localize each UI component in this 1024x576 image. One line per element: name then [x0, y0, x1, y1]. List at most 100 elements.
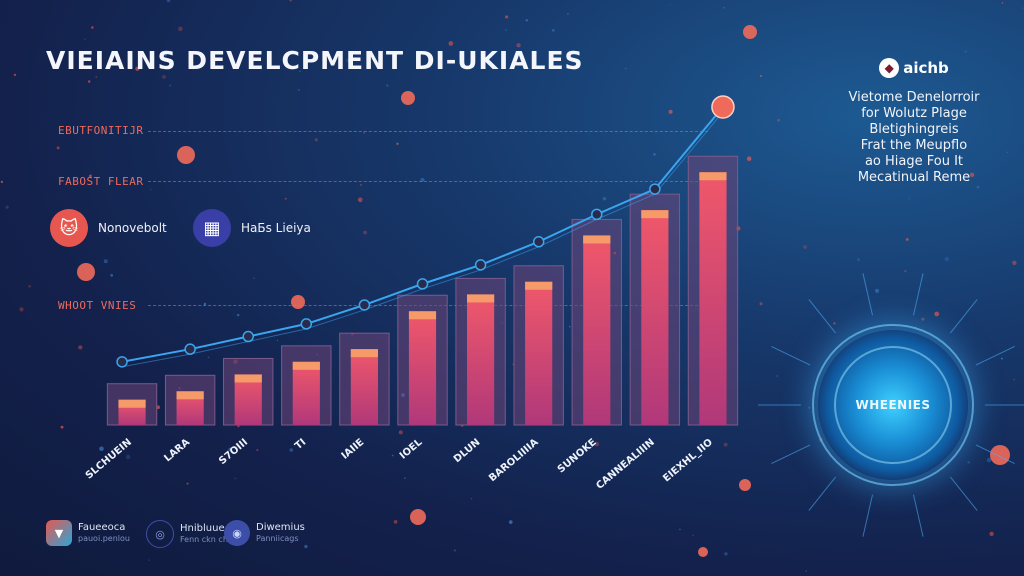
- x-tick-label: IAIIE: [340, 437, 367, 462]
- particle: [166, 0, 171, 3]
- reference-line-2: [148, 181, 708, 182]
- legend-item-nonovebolt[interactable]: 🐱 Nonovebolt: [50, 209, 167, 247]
- particle: [396, 142, 399, 145]
- particle: [19, 307, 24, 312]
- particle: [360, 183, 363, 186]
- x-tick-label: TI: [293, 437, 308, 452]
- particle: [776, 375, 778, 377]
- particle: [448, 41, 454, 46]
- particle: [178, 26, 183, 32]
- trend-point[interactable]: [474, 259, 487, 271]
- orb-ray: [912, 494, 924, 537]
- particle: [60, 425, 64, 429]
- particle: [289, 448, 294, 452]
- trend-point[interactable]: [532, 236, 545, 248]
- particle: [289, 0, 293, 2]
- particle: [594, 441, 600, 447]
- particle: [624, 67, 627, 70]
- particle: [894, 95, 896, 97]
- bar[interactable]: [467, 294, 495, 425]
- legend-label: HaБs Lieiya: [241, 221, 311, 235]
- particle: [13, 73, 17, 77]
- badge-logo-icon: ◎: [146, 520, 174, 548]
- orb-ray: [949, 299, 978, 334]
- trend-point[interactable]: [649, 183, 661, 195]
- particle: [314, 138, 318, 142]
- bar[interactable]: [525, 281, 553, 425]
- trend-point[interactable]: [416, 278, 429, 290]
- particle: [207, 356, 210, 359]
- particle: [398, 430, 403, 435]
- particle: [125, 454, 131, 460]
- bar[interactable]: [699, 172, 727, 425]
- particle: [1001, 2, 1004, 4]
- footer-name: Diwemius: [256, 522, 305, 533]
- orb-ray: [771, 444, 811, 465]
- bar[interactable]: [234, 374, 262, 425]
- particle: [857, 258, 860, 262]
- particle: [905, 237, 909, 241]
- particle: [566, 12, 570, 16]
- glowing-orb[interactable]: WHEENIES: [812, 324, 974, 486]
- particle: [304, 544, 308, 549]
- footer-logo-3[interactable]: ◉ Diwemius Panniicags: [224, 520, 305, 546]
- particle: [904, 270, 907, 273]
- footer-logo-1[interactable]: ▼ Faueeoca pauoi.penlou: [46, 520, 130, 546]
- footer-name: Faueeoca: [78, 522, 126, 533]
- bar[interactable]: [408, 311, 437, 425]
- particle: [99, 446, 104, 451]
- bar[interactable]: [350, 349, 378, 425]
- bar-cap: [176, 391, 204, 400]
- x-tick-label: SUNOKE: [556, 437, 599, 476]
- bar[interactable]: [292, 361, 320, 425]
- x-tick-label: S7OIII: [217, 437, 250, 467]
- trend-point[interactable]: [116, 356, 128, 368]
- particle: [386, 84, 389, 87]
- trend-point[interactable]: [300, 318, 313, 330]
- particle: [284, 197, 287, 200]
- trend-point[interactable]: [711, 95, 735, 119]
- particle: [967, 460, 971, 464]
- footer-logo-2[interactable]: ◎ Hnibluue Fenn ckn chl: [146, 520, 230, 548]
- particle: [110, 274, 114, 277]
- particle: [723, 6, 726, 9]
- glow-dot: [77, 263, 95, 281]
- particle: [1006, 151, 1008, 154]
- particle: [498, 263, 500, 265]
- bar-cap: [408, 311, 437, 320]
- description-line: Bletighingreis: [869, 122, 959, 137]
- trend-point[interactable]: [358, 299, 371, 311]
- particle: [255, 230, 259, 234]
- bar[interactable]: [583, 235, 611, 425]
- particle: [78, 345, 83, 350]
- brand-name: aichb: [903, 59, 949, 77]
- footer-name: Hnibluue: [180, 523, 225, 534]
- particle: [551, 28, 555, 32]
- particle: [91, 26, 94, 29]
- trend-point[interactable]: [591, 208, 603, 221]
- bar-cap: [525, 281, 553, 290]
- legend-item-habs-lieiya[interactable]: ▦ HaБs Lieiya: [193, 209, 311, 247]
- x-tick-label: LARA: [162, 437, 192, 465]
- particle: [976, 185, 980, 189]
- particle: [921, 317, 925, 321]
- particle: [941, 95, 944, 98]
- particle: [5, 205, 9, 209]
- orb-ray: [862, 494, 874, 537]
- glow-dot: [990, 445, 1010, 465]
- particle: [1012, 260, 1017, 265]
- orb-ray: [975, 444, 1015, 465]
- brand[interactable]: ◆ aichb: [826, 58, 1002, 78]
- particle: [236, 313, 240, 317]
- particle: [427, 64, 431, 68]
- trend-point[interactable]: [242, 330, 254, 343]
- bar[interactable]: [641, 210, 669, 425]
- trend-point[interactable]: [184, 343, 196, 355]
- description-line: Vietome Denelorroir: [848, 90, 980, 105]
- x-tick-label: EIEXHL_IIO: [661, 437, 715, 484]
- particle: [203, 302, 207, 306]
- particle: [759, 74, 762, 78]
- reference-label-3: WHOOT VNIES: [58, 299, 137, 312]
- particle: [299, 70, 301, 73]
